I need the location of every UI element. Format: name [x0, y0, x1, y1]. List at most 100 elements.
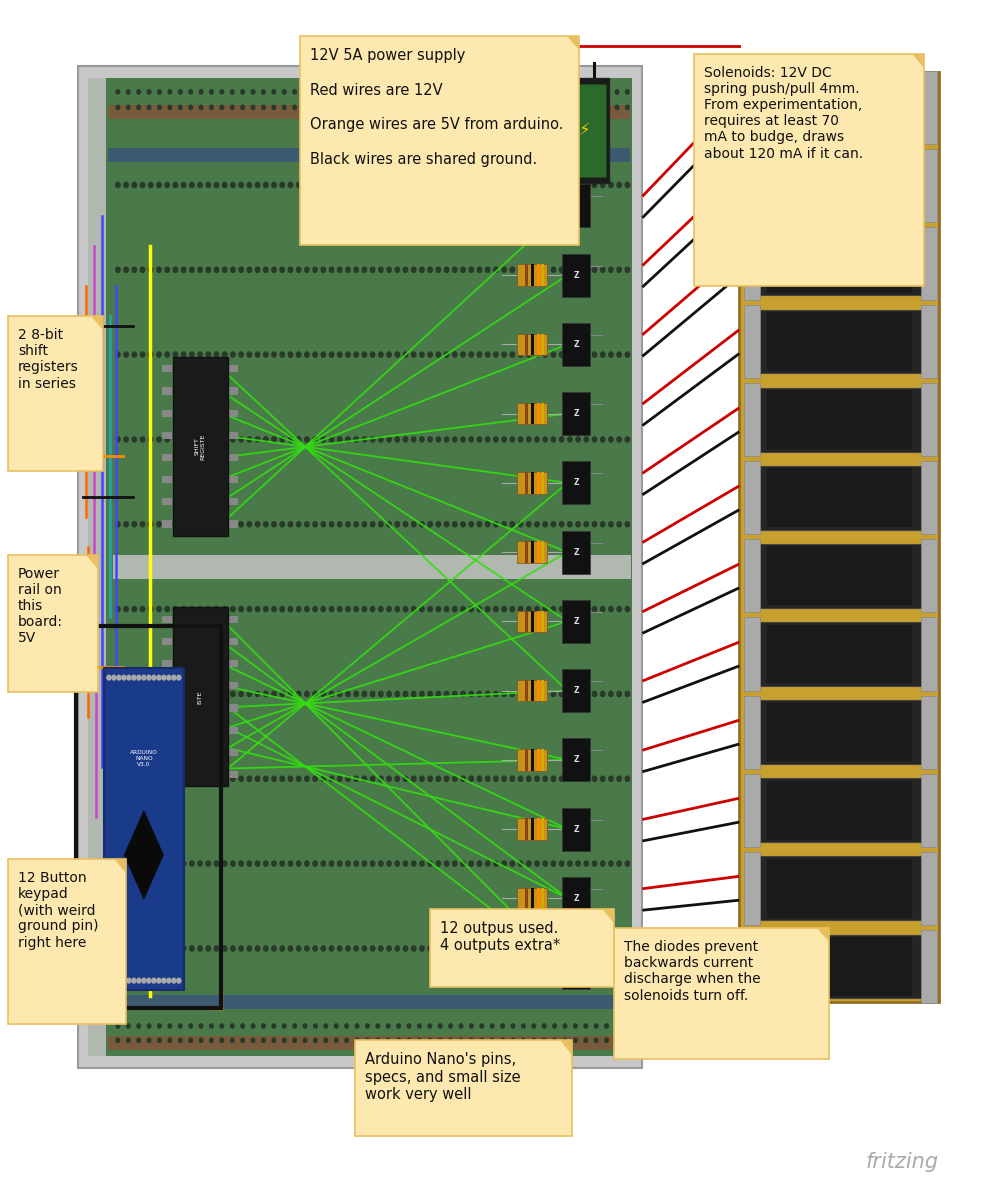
Circle shape — [567, 946, 572, 951]
Circle shape — [511, 89, 514, 94]
Circle shape — [321, 946, 326, 951]
Circle shape — [600, 777, 605, 781]
Circle shape — [157, 437, 161, 443]
Bar — [173, 357, 228, 536]
Circle shape — [625, 183, 629, 187]
Circle shape — [231, 946, 235, 951]
Bar — [162, 365, 172, 372]
Circle shape — [412, 861, 416, 866]
Circle shape — [313, 183, 318, 187]
Circle shape — [198, 606, 202, 612]
Circle shape — [116, 691, 120, 697]
Circle shape — [486, 521, 490, 527]
Bar — [744, 852, 760, 925]
Circle shape — [116, 437, 120, 443]
Circle shape — [408, 1038, 411, 1043]
Circle shape — [239, 606, 244, 612]
Circle shape — [182, 521, 186, 527]
Bar — [541, 680, 544, 701]
Bar — [744, 696, 760, 768]
Circle shape — [345, 1024, 349, 1028]
Circle shape — [418, 1038, 422, 1043]
Circle shape — [567, 352, 572, 357]
Circle shape — [137, 105, 141, 110]
Bar — [228, 520, 238, 527]
Circle shape — [206, 946, 211, 951]
Circle shape — [408, 105, 411, 110]
Circle shape — [460, 1038, 463, 1043]
Bar — [921, 929, 937, 1003]
Bar — [759, 544, 924, 607]
FancyBboxPatch shape — [355, 1040, 572, 1136]
Circle shape — [321, 861, 326, 866]
Bar — [759, 231, 924, 296]
Circle shape — [280, 777, 285, 781]
Circle shape — [239, 777, 244, 781]
Circle shape — [486, 777, 490, 781]
Circle shape — [371, 437, 375, 443]
Circle shape — [592, 861, 596, 866]
Circle shape — [510, 437, 514, 443]
Circle shape — [511, 1024, 514, 1028]
Circle shape — [149, 861, 153, 866]
Circle shape — [215, 521, 219, 527]
Text: Z: Z — [573, 409, 579, 418]
Circle shape — [567, 777, 572, 781]
Circle shape — [168, 105, 172, 110]
Circle shape — [165, 521, 170, 527]
Circle shape — [387, 267, 392, 272]
Circle shape — [494, 861, 499, 866]
FancyBboxPatch shape — [8, 859, 126, 1024]
Circle shape — [293, 1038, 297, 1043]
Circle shape — [252, 1024, 255, 1028]
Circle shape — [158, 105, 161, 110]
Bar — [113, 555, 631, 579]
Bar — [530, 403, 533, 425]
Circle shape — [363, 352, 367, 357]
Circle shape — [363, 946, 367, 951]
Circle shape — [231, 267, 235, 272]
Circle shape — [264, 946, 268, 951]
Circle shape — [345, 1038, 349, 1043]
Circle shape — [526, 861, 530, 866]
Bar — [524, 749, 527, 771]
Circle shape — [116, 267, 120, 272]
Circle shape — [190, 691, 194, 697]
Circle shape — [534, 777, 539, 781]
Circle shape — [532, 1024, 535, 1028]
Circle shape — [584, 183, 588, 187]
Circle shape — [247, 267, 252, 272]
Circle shape — [264, 861, 268, 866]
Circle shape — [625, 267, 629, 272]
Circle shape — [149, 521, 153, 527]
Circle shape — [313, 521, 318, 527]
Circle shape — [272, 777, 276, 781]
Circle shape — [404, 352, 408, 357]
Circle shape — [179, 1024, 182, 1028]
Circle shape — [600, 691, 605, 697]
Circle shape — [190, 183, 194, 187]
Circle shape — [437, 691, 441, 697]
Bar — [108, 148, 630, 162]
Circle shape — [247, 946, 252, 951]
Bar — [744, 383, 760, 456]
Circle shape — [470, 777, 474, 781]
Circle shape — [223, 777, 227, 781]
Bar — [524, 957, 527, 978]
Bar — [162, 388, 172, 395]
Circle shape — [304, 1038, 307, 1043]
Circle shape — [363, 606, 367, 612]
Circle shape — [313, 777, 318, 781]
Circle shape — [256, 606, 260, 612]
Bar — [530, 542, 533, 563]
Circle shape — [395, 352, 400, 357]
Circle shape — [617, 521, 621, 527]
Circle shape — [559, 861, 563, 866]
Circle shape — [461, 437, 466, 443]
Circle shape — [137, 1024, 141, 1028]
Circle shape — [543, 777, 547, 781]
Text: Z: Z — [573, 340, 579, 348]
Circle shape — [600, 183, 605, 187]
Circle shape — [338, 437, 342, 443]
Circle shape — [625, 105, 629, 110]
